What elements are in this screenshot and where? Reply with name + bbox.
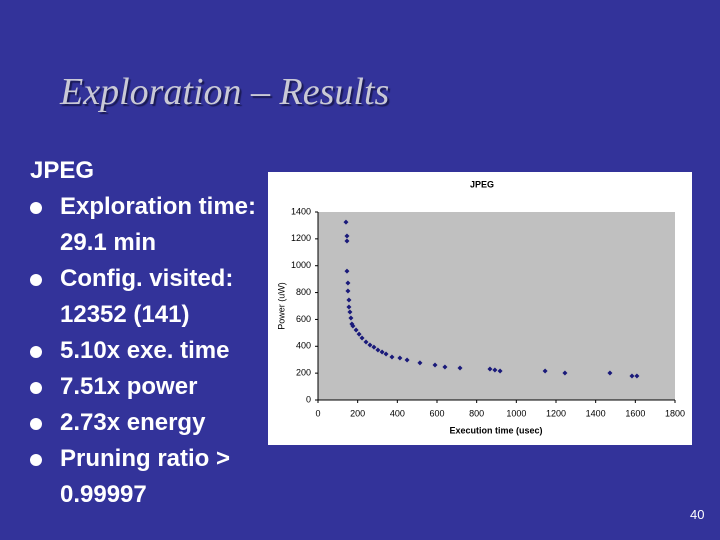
y-tick-label: 1000 (291, 260, 311, 270)
bullet-text: Config. visited: 12352 (141) (60, 265, 234, 328)
heading: JPEG (30, 157, 95, 184)
bullet-text: 5.10x exe. time (60, 337, 230, 364)
bullet: Config. visited: 12352 (141) (30, 261, 265, 333)
point (432, 362, 438, 368)
bullet: 5.10x exe. time (30, 333, 265, 369)
plot-area (318, 212, 675, 400)
point (345, 288, 351, 294)
bullet-marker (30, 346, 42, 358)
point (492, 367, 498, 373)
point (417, 360, 423, 366)
x-tick-label: 1800 (665, 408, 685, 418)
slide-title: Exploration – Results (60, 71, 390, 113)
x-tick-label: 200 (350, 408, 365, 418)
point (346, 304, 352, 310)
bullet-marker (30, 202, 42, 214)
bullet-marker (30, 382, 42, 394)
point (344, 233, 350, 239)
point (542, 368, 548, 374)
y-tick-label: 800 (296, 287, 311, 297)
page-number: 40 (690, 507, 705, 522)
point (634, 373, 640, 379)
y-tick-label: 0 (306, 394, 311, 404)
point (375, 347, 381, 353)
x-tick-label: 1600 (625, 408, 645, 418)
point (343, 219, 349, 225)
y-tick-label: 200 (296, 368, 311, 378)
x-tick-label: 1200 (546, 408, 566, 418)
bullet-text: Exploration time: 29.1 min (60, 193, 257, 256)
point (347, 309, 353, 315)
point (397, 355, 403, 361)
point (367, 342, 373, 348)
point (344, 238, 350, 244)
x-tick-label: 0 (315, 408, 320, 418)
point (353, 327, 359, 333)
point (389, 354, 395, 360)
point (363, 339, 369, 345)
point (348, 315, 354, 321)
bullet-text: Pruning ratio > 0.99997 (60, 445, 231, 508)
x-tick-label: 400 (390, 408, 405, 418)
point (442, 364, 448, 370)
bullet-text: 7.51x power (60, 373, 198, 400)
y-tick-label: 600 (296, 314, 311, 324)
x-tick-label: 1000 (506, 408, 526, 418)
bullet-marker (30, 418, 42, 430)
x-tick-label: 600 (429, 408, 444, 418)
point (346, 297, 352, 303)
point (350, 323, 356, 329)
y-axis-label: Power (uW) (276, 282, 286, 330)
point (487, 366, 493, 372)
bullet-list: JPEG Exploration time: 29.1 min Config. v… (30, 152, 265, 513)
bullet: Exploration time: 29.1 min (30, 189, 265, 261)
x-axis-label: Execution time (usec) (449, 425, 542, 435)
point (379, 349, 385, 355)
point (371, 344, 377, 350)
bullet-marker (30, 274, 42, 286)
y-tick-label: 400 (296, 341, 311, 351)
point (607, 370, 613, 376)
point (344, 268, 350, 274)
y-tick-label: 1400 (291, 206, 311, 216)
point (457, 365, 463, 371)
x-tick-label: 800 (469, 408, 484, 418)
point (345, 280, 351, 286)
bullet-marker (30, 454, 42, 466)
bullet-text: 2.73x energy (60, 409, 206, 436)
point (383, 351, 389, 357)
bullet: 2.73x energy (30, 405, 265, 441)
x-tick-label: 1400 (586, 408, 606, 418)
bullet: Pruning ratio > 0.99997 (30, 441, 265, 513)
point (404, 357, 410, 363)
point (497, 368, 503, 374)
point (356, 331, 362, 337)
point (359, 335, 365, 341)
bullet: 7.51x power (30, 369, 265, 405)
y-tick-label: 1200 (291, 233, 311, 243)
point (562, 370, 568, 376)
chart-title: JPEG (470, 179, 494, 189)
point (629, 373, 635, 379)
